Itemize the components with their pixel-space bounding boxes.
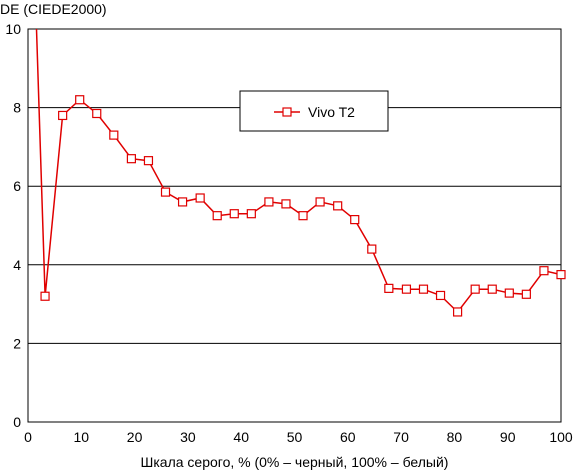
data-point (384, 283, 394, 293)
data-point (229, 209, 239, 219)
x-tick-label: 30 (180, 429, 196, 445)
data-point (367, 244, 377, 254)
data-point (281, 199, 291, 209)
x-tick-label: 60 (340, 429, 356, 445)
data-point (298, 211, 308, 221)
data-point (246, 209, 256, 219)
x-tick-label: 50 (287, 429, 303, 445)
legend-label: Vivo T2 (308, 104, 355, 120)
x-tick-labels: 0 10 20 30 40 50 60 70 80 90 100 (24, 429, 573, 445)
y-tick-label: 4 (13, 257, 21, 273)
data-point (264, 197, 274, 207)
legend: Vivo T2 (239, 90, 389, 132)
data-point (556, 270, 566, 280)
data-point (418, 284, 429, 294)
data-point (435, 290, 446, 301)
data-point (452, 307, 463, 317)
plot-frame (27, 28, 562, 423)
data-point (126, 154, 137, 164)
x-tick-label: 10 (74, 429, 90, 445)
series-line (35, 28, 562, 314)
x-tick-label: 80 (447, 429, 463, 445)
y-tick-label: 6 (13, 178, 21, 194)
data-point (195, 193, 205, 203)
data-point (160, 187, 171, 197)
x-tick-label: 90 (500, 429, 516, 445)
legend-box (239, 90, 389, 132)
data-point (40, 291, 50, 301)
x-tick-label: 0 (24, 429, 32, 445)
data-point (143, 156, 154, 166)
data-point (350, 215, 360, 225)
grid-lines (28, 28, 561, 344)
y-tick-label: 10 (5, 21, 21, 37)
data-point (58, 110, 68, 121)
y-tick-label: 0 (13, 414, 21, 430)
y-tick-label: 2 (13, 335, 21, 351)
x-tick-label: 70 (393, 429, 409, 445)
data-point (401, 284, 412, 294)
y-axis-title: DE (CIEDE2000) (0, 1, 107, 17)
data-point (315, 197, 325, 207)
legend-marker (282, 107, 292, 117)
data-point (521, 289, 531, 299)
data-point (333, 201, 343, 211)
series-vivo-t2 (35, 28, 566, 317)
x-tick-label: 40 (233, 429, 249, 445)
data-point (539, 266, 549, 276)
data-point (177, 197, 188, 207)
data-point (109, 130, 119, 140)
data-point (504, 288, 514, 298)
x-tick-label: 100 (549, 429, 573, 445)
y-tick-label: 8 (13, 100, 21, 116)
data-point (92, 108, 102, 119)
x-axis-title: Шкала серого, % (0% – черный, 100% – бел… (141, 454, 449, 470)
x-tick-label: 20 (127, 429, 143, 445)
data-point (470, 284, 480, 294)
data-point (212, 211, 222, 221)
y-tick-labels: 0 2 4 6 8 10 (5, 21, 21, 430)
data-point (487, 284, 497, 294)
data-point (75, 95, 85, 105)
